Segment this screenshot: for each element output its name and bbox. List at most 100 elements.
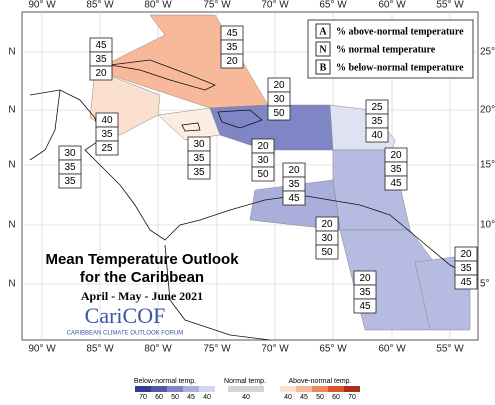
zone-value: 45: [226, 28, 238, 39]
zone-cell: [384, 175, 408, 191]
legend-key-box: [315, 41, 331, 57]
latitude-label: 10°: [480, 220, 495, 231]
colorbar-swatch: [135, 386, 151, 392]
legend-key: N: [319, 44, 327, 55]
colorbar-tick: 45: [300, 394, 308, 400]
zone-cell: [220, 53, 244, 69]
longitude-label: 80° W: [144, 344, 172, 355]
zone-cell: [454, 274, 478, 290]
zone-value: 50: [273, 108, 285, 119]
colorbar-tick: 40: [203, 394, 211, 400]
zone-value: 45: [359, 301, 371, 312]
longitude-label: 70° W: [261, 0, 289, 11]
zone-value: 45: [390, 178, 402, 189]
legend-key-box: [315, 59, 331, 75]
zone-value: 35: [193, 167, 205, 178]
zone-value: 25: [371, 102, 383, 113]
legend-text: % above-normal temperature: [336, 26, 464, 37]
longitude-label: 60° W: [378, 0, 406, 11]
zone-cell: [282, 190, 306, 206]
zone-value: 35: [95, 54, 107, 65]
zone-value: 20: [288, 165, 300, 176]
latitude-label: 15°: [480, 160, 495, 171]
legend-key-box: [315, 23, 331, 39]
zone-cell: [187, 164, 211, 180]
longitude-label: 55° W: [436, 344, 464, 355]
zone-cell: [365, 127, 389, 143]
colorbar-tick: 60: [332, 394, 340, 400]
colorbar-label: Below-normal temp.: [134, 378, 196, 385]
zone-value: 20: [359, 273, 371, 284]
colorbar-swatch: [167, 386, 183, 392]
zone-value: 20: [273, 80, 285, 91]
zone-value: 20: [226, 56, 238, 67]
latitude-label: N: [8, 160, 15, 171]
colorbar-swatch: [344, 386, 360, 392]
colorbar-tick: 40: [284, 394, 292, 400]
longitude-label: 90° W: [28, 0, 56, 11]
legend-key: B: [320, 62, 327, 73]
longitude-label: 60° W: [378, 344, 406, 355]
zone-value: 45: [288, 193, 300, 204]
zone-value: 45: [95, 40, 107, 51]
colorbar-tick: 60: [155, 394, 163, 400]
colorbar-swatch: [199, 386, 215, 392]
longitude-label: 75° W: [203, 0, 231, 11]
colorbar-tick: 70: [348, 394, 356, 400]
colorbar-swatch: [328, 386, 344, 392]
zone-value: 40: [371, 130, 383, 141]
colorbar-swatch: [151, 386, 167, 392]
colorbar-tick: 50: [171, 394, 179, 400]
latitude-label: N: [8, 279, 15, 290]
zone-value: 20: [95, 68, 107, 79]
zone-cell: [58, 173, 82, 189]
colorbar-swatch: [312, 386, 328, 392]
zone-cell: [353, 298, 377, 314]
zone-value: 35: [226, 42, 238, 53]
zone-value: 20: [257, 141, 269, 152]
legend-text: % normal temperature: [336, 44, 436, 55]
latitude-label: N: [8, 105, 15, 116]
zone-value: 30: [193, 139, 205, 150]
zone-value: 35: [460, 263, 472, 274]
zone-value: 25: [101, 143, 113, 154]
legend-box: [307, 19, 474, 79]
colorbar-swatch: [228, 386, 264, 392]
zone-value: 30: [273, 94, 285, 105]
zone-cell: [251, 166, 275, 182]
title-line: Mean Temperature Outlook: [45, 251, 239, 268]
longitude-label: 65° W: [319, 344, 347, 355]
zone-cell: [89, 65, 113, 81]
longitude-label: 85° W: [86, 344, 114, 355]
title-line: for the Caribbean: [80, 269, 204, 286]
logo-subtitle: CARIBBEAN CLIMATE OUTLOOK FORUM: [67, 331, 184, 337]
longitude-label: 55° W: [436, 0, 464, 11]
longitude-label: 70° W: [261, 344, 289, 355]
zone-value: 35: [390, 164, 402, 175]
zone-value: 35: [64, 176, 76, 187]
zone-value: 30: [64, 148, 76, 159]
zone-value: 50: [321, 247, 333, 258]
colorbar-swatch: [296, 386, 312, 392]
zone-value: 35: [101, 129, 113, 140]
colorbar-tick: 70: [139, 394, 147, 400]
zone-cell: [267, 105, 291, 121]
colorbar-swatch: [183, 386, 199, 392]
colorbar-label: Above-normal temp.: [288, 378, 351, 385]
longitude-label: 85° W: [86, 0, 114, 11]
latitude-label: N: [8, 47, 15, 58]
longitude-label: 65° W: [319, 0, 347, 11]
colorbar-swatch: [280, 386, 296, 392]
zone-value: 30: [321, 233, 333, 244]
zone-value: 35: [193, 153, 205, 164]
colorbar-tick: 45: [187, 394, 195, 400]
latitude-label: N: [8, 220, 15, 231]
colorbar-tick: 40: [242, 394, 250, 400]
legend-text: % below-normal temperature: [336, 62, 464, 73]
zone-cell: [315, 244, 339, 260]
zone-value: 35: [359, 287, 371, 298]
longitude-label: 80° W: [144, 0, 172, 11]
latitude-label: 20°: [480, 105, 495, 116]
colorbar-label: Normal temp.: [224, 378, 266, 385]
